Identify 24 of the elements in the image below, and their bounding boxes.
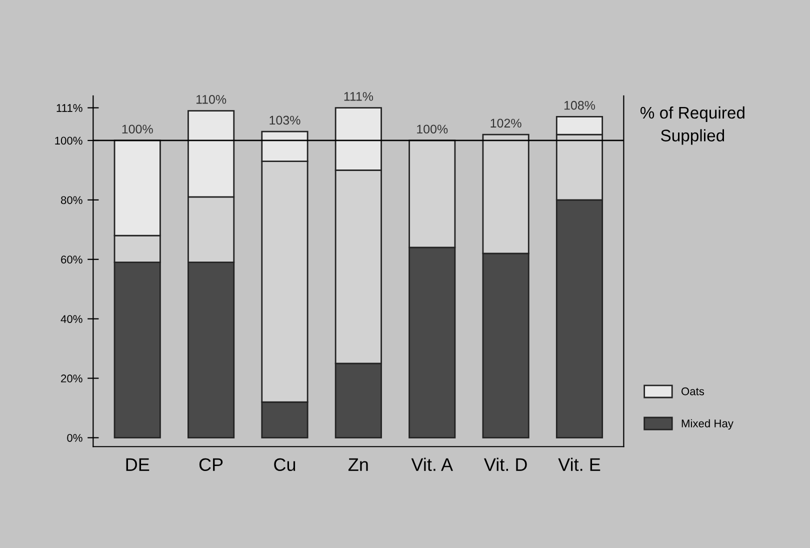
y-tick-label: 20% [61, 374, 82, 382]
x-tick-label: Vit. D [484, 458, 527, 471]
total-label: 102% [490, 118, 522, 128]
y-tick-label: 0% [67, 434, 82, 442]
total-label: 110% [196, 94, 226, 104]
x-tick-label: CP [199, 458, 223, 471]
legend-label: Mixed Hay [682, 419, 734, 430]
total-label: 100% [122, 124, 153, 134]
total-label: 111% [344, 92, 374, 101]
y-tick-label: 100% [55, 136, 82, 145]
x-tick-label: Vit. A [411, 458, 453, 471]
total-label: 100% [417, 124, 448, 134]
y-axis-title: % of Required Supplied [640, 106, 744, 145]
y-tick-label: 60% [61, 256, 82, 264]
x-tick-label: Vit. E [558, 458, 600, 471]
y-tick-label: 40% [60, 315, 82, 323]
x-tick-label: Cu [274, 458, 296, 471]
total-label: 103% [270, 116, 300, 125]
x-tick-label: Zn [348, 458, 368, 471]
y-tick-label: 111% [56, 104, 82, 112]
total-label: 108% [564, 100, 596, 110]
legend-label: Oats [682, 387, 704, 396]
x-tick-label: DE [126, 458, 150, 471]
y-tick-label: 80% [60, 196, 82, 204]
